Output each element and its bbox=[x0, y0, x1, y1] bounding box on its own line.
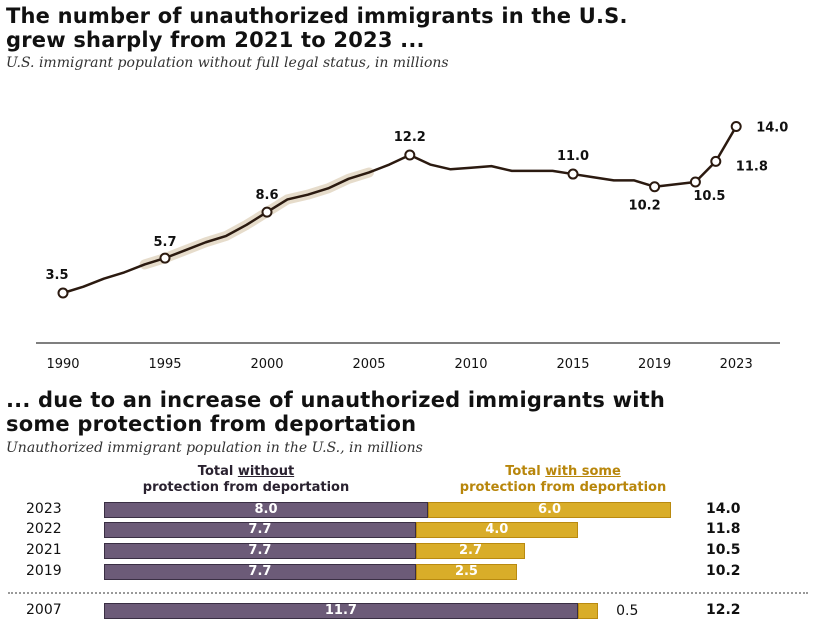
data-point bbox=[261, 206, 273, 218]
data-point bbox=[159, 252, 171, 264]
bar-total-label: 10.2 bbox=[706, 563, 741, 579]
data-point bbox=[710, 155, 722, 167]
bar-with-protection: 4.0 bbox=[415, 522, 578, 538]
bar-without-protection: 8.0 bbox=[104, 502, 428, 518]
line-chart: 1990 1995 2000 2005 2010 2015 2019 2023 3.5 5.7 8.… bbox=[36, 120, 788, 372]
bar-category-label: 2021 bbox=[26, 542, 62, 558]
series-line bbox=[62, 125, 738, 295]
bar-with-protection: 2.7 bbox=[415, 543, 526, 559]
bar-total-label: 10.5 bbox=[706, 542, 741, 558]
x-tick-label: 2000 bbox=[250, 357, 283, 372]
bar-total-label: 14.0 bbox=[706, 501, 741, 517]
data-label: 10.2 bbox=[629, 199, 661, 214]
bar-subtitle: Unauthorized immigrant population in the… bbox=[6, 440, 423, 456]
legend-without-b: without bbox=[237, 464, 295, 479]
bar-with-protection: 6.0 bbox=[428, 502, 671, 518]
bar-with-protection bbox=[577, 603, 599, 619]
data-point bbox=[404, 149, 416, 161]
legend-with-c: protection from deportation bbox=[459, 480, 667, 495]
bar-category-label: 2023 bbox=[26, 501, 62, 517]
data-label: 10.5 bbox=[693, 189, 725, 204]
data-label: 11.8 bbox=[736, 159, 768, 174]
x-tick-label: 2010 bbox=[454, 357, 487, 372]
data-label: 8.6 bbox=[255, 188, 278, 203]
bar-without-protection: 7.7 bbox=[104, 564, 416, 580]
data-point bbox=[567, 168, 579, 180]
x-tick-label: 2005 bbox=[352, 357, 385, 372]
legend-without-a: Total bbox=[197, 464, 238, 479]
x-tick-label: 1990 bbox=[46, 357, 79, 372]
x-tick-label: 2015 bbox=[556, 357, 589, 372]
data-point bbox=[649, 181, 661, 193]
data-label: 12.2 bbox=[394, 130, 426, 145]
x-tick-label: 2019 bbox=[638, 357, 671, 372]
bar-without-protection: 7.7 bbox=[104, 522, 416, 538]
legend-without-c: protection from deportation bbox=[142, 480, 350, 495]
legend-without: Total without protection from deportatio… bbox=[104, 464, 388, 496]
bar-category-label: 2019 bbox=[26, 563, 62, 579]
chart-title-line1: The number of unauthorized immigrants in… bbox=[6, 4, 628, 28]
data-point bbox=[57, 287, 69, 299]
legend-with-a: Total bbox=[505, 464, 546, 479]
x-tick-label: 2023 bbox=[720, 357, 753, 372]
bar-category-label: 2022 bbox=[26, 521, 62, 537]
bar-title-line1: ... due to an increase of unauthorized i… bbox=[6, 388, 665, 412]
bar-with-protection-label: 0.5 bbox=[616, 603, 639, 619]
bar-total-label: 11.8 bbox=[706, 521, 741, 537]
bar-category-label: 2007 bbox=[26, 602, 62, 618]
x-tick-label: 1995 bbox=[148, 357, 181, 372]
data-point bbox=[730, 120, 742, 132]
data-label: 5.7 bbox=[153, 235, 176, 250]
divider bbox=[8, 592, 808, 594]
chart-subtitle: U.S. immigrant population without full l… bbox=[6, 55, 449, 71]
legend-with: Total with some protection from deportat… bbox=[418, 464, 708, 496]
bar-title-line2: some protection from deportation bbox=[6, 412, 417, 436]
chart-title-line2: grew sharply from 2021 to 2023 ... bbox=[6, 28, 425, 52]
bar-total-label: 12.2 bbox=[706, 602, 741, 618]
data-label: 3.5 bbox=[45, 268, 68, 283]
bar-without-protection: 11.7 bbox=[104, 603, 578, 619]
bar-without-protection: 7.7 bbox=[104, 543, 416, 559]
data-label: 11.0 bbox=[557, 149, 589, 164]
legend-with-b: with some bbox=[545, 464, 621, 479]
data-point bbox=[689, 176, 701, 188]
data-label: 14.0 bbox=[756, 120, 788, 135]
bar-with-protection: 2.5 bbox=[415, 564, 518, 580]
